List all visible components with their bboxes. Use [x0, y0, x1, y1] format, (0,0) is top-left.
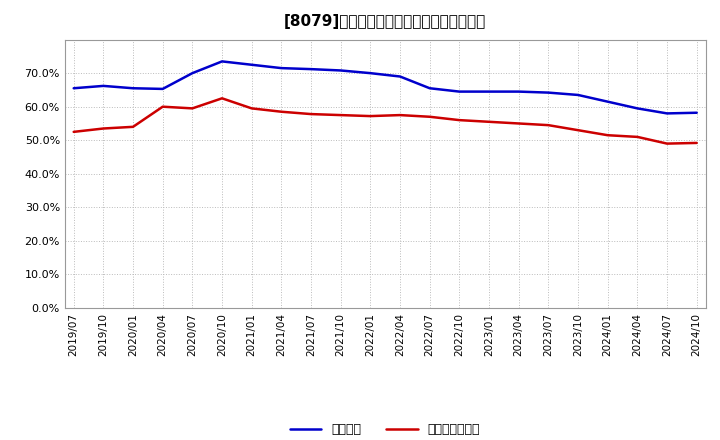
固定長期適合率	[603, 132, 612, 138]
固定比率	[544, 90, 553, 95]
Line: 固定長期適合率: 固定長期適合率	[73, 98, 697, 143]
固定長期適合率	[248, 106, 256, 111]
固定長期適合率	[396, 113, 405, 118]
固定長期適合率	[693, 140, 701, 146]
Legend: 固定比率, 固定長期適合率: 固定比率, 固定長期適合率	[285, 418, 485, 440]
固定長期適合率	[485, 119, 493, 125]
固定長期適合率	[188, 106, 197, 111]
固定長期適合率	[307, 111, 315, 117]
固定比率	[396, 74, 405, 79]
固定長期適合率	[277, 109, 286, 114]
固定長期適合率	[544, 122, 553, 128]
固定長期適合率	[336, 113, 345, 118]
固定比率	[69, 86, 78, 91]
固定比率	[633, 106, 642, 111]
固定比率	[129, 86, 138, 91]
固定比率	[307, 66, 315, 72]
固定長期適合率	[455, 117, 464, 123]
固定長期適合率	[217, 95, 226, 101]
固定長期適合率	[158, 104, 167, 109]
固定比率	[662, 111, 671, 116]
固定比率	[485, 89, 493, 94]
固定長期適合率	[69, 129, 78, 135]
固定長期適合率	[426, 114, 434, 119]
固定長期適合率	[633, 134, 642, 139]
固定比率	[366, 70, 374, 76]
固定比率	[217, 59, 226, 64]
Line: 固定比率: 固定比率	[73, 62, 697, 114]
固定長期適合率	[366, 114, 374, 119]
固定比率	[426, 86, 434, 91]
固定長期適合率	[662, 141, 671, 146]
固定長期適合率	[99, 126, 108, 131]
固定比率	[603, 99, 612, 104]
固定比率	[336, 68, 345, 73]
固定比率	[693, 110, 701, 115]
固定比率	[277, 66, 286, 71]
固定長期適合率	[574, 128, 582, 133]
固定比率	[99, 83, 108, 88]
固定比率	[188, 70, 197, 76]
固定比率	[158, 86, 167, 92]
固定長期適合率	[514, 121, 523, 126]
固定比率	[514, 89, 523, 94]
固定長期適合率	[129, 124, 138, 129]
固定比率	[248, 62, 256, 67]
固定比率	[455, 89, 464, 94]
固定比率	[574, 92, 582, 98]
Title: [8079]　固定比率、固定長期適合率の推移: [8079] 固定比率、固定長期適合率の推移	[284, 14, 486, 29]
